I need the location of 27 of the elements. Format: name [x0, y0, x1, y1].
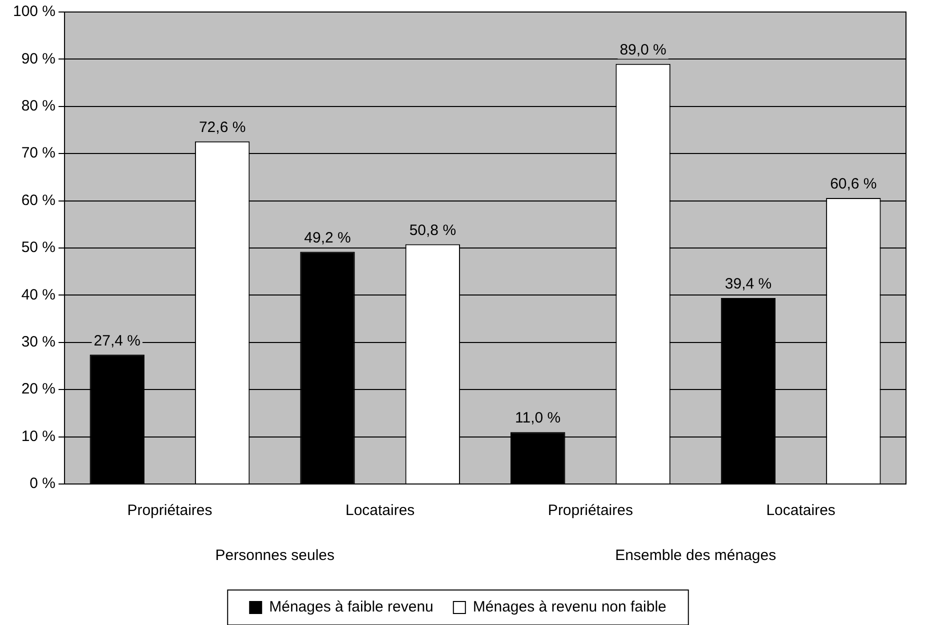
y-tick-label: 60 % — [21, 192, 56, 209]
data-label: 11,0 % — [515, 410, 561, 427]
legend-label: Ménages à faible revenu — [269, 598, 434, 616]
data-label: 39,4 % — [724, 276, 772, 293]
y-tick-label: 0 % — [30, 475, 56, 492]
y-tick-label: 20 % — [21, 380, 56, 398]
y-tick-label: 100 % — [12, 3, 56, 20]
data-label: 27,4 % — [94, 332, 140, 350]
y-tick-label: 70 % — [21, 144, 56, 162]
x-tick-label: Propriétaires — [127, 502, 212, 520]
data-label: 50,8 % — [409, 222, 456, 239]
legend-label: Ménages à revenu non faible — [472, 598, 666, 616]
x-tick-label: Locataires — [345, 502, 415, 520]
y-tick-label: 50 % — [21, 239, 56, 256]
data-label: 49,2 % — [304, 229, 351, 246]
y-tick-label: 90 % — [21, 50, 56, 68]
y-tick-label: 80 % — [21, 98, 56, 115]
text: Personnes seules — [215, 547, 335, 564]
y-tick-label: 30 % — [21, 334, 56, 351]
data-label: 72,6 % — [198, 118, 246, 136]
data-label: 60,6 % — [830, 176, 877, 193]
x-tick-label: Locataires — [766, 502, 836, 520]
y-tick-label: 10 % — [21, 428, 56, 445]
data-label: 89,0 % — [620, 42, 666, 59]
y-tick-label: 40 % — [21, 286, 56, 304]
x-tick-label: Propriétaires — [548, 502, 633, 520]
text: Ensemble des ménages — [615, 547, 776, 564]
